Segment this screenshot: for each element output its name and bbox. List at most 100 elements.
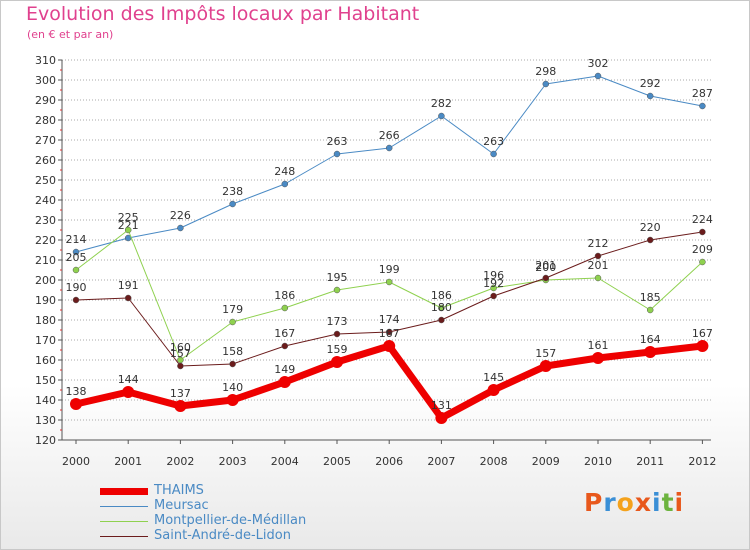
data-label-montpellier-de-m-dillan: 196 bbox=[483, 269, 504, 282]
logo-letter: o bbox=[616, 488, 635, 517]
data-point-saint-andr-de-lidon bbox=[124, 294, 132, 302]
data-point-thaims bbox=[592, 352, 604, 364]
data-point-meursac bbox=[72, 248, 80, 256]
data-label-saint-andr-de-lidon: 173 bbox=[327, 315, 348, 328]
legend-swatch-meursac bbox=[100, 506, 148, 507]
data-label-montpellier-de-m-dillan: 195 bbox=[327, 271, 348, 284]
x-tick-label: 2000 bbox=[62, 455, 90, 468]
x-tick-label: 2002 bbox=[166, 455, 194, 468]
line-chart: 120 130 140 150 160 170 180 190 200 210 220 230 240 2… bbox=[35, 54, 716, 468]
data-point-meursac bbox=[699, 102, 706, 110]
chart-subtitle: (en € et par an) bbox=[27, 28, 114, 41]
y-tick-label: 190 bbox=[35, 294, 56, 307]
data-point-montpellier-de-m-dillan bbox=[646, 306, 654, 314]
data-point-thaims bbox=[226, 394, 239, 406]
data-point-saint-andr-de-lidon bbox=[646, 236, 654, 244]
legend-label-thaims: THAIMS bbox=[154, 483, 204, 498]
x-tick-label: 2010 bbox=[584, 455, 612, 468]
x-tick-label: 2001 bbox=[114, 455, 142, 468]
data-label-thaims: 144 bbox=[118, 373, 139, 386]
data-label-saint-andr-de-lidon: 190 bbox=[66, 281, 87, 294]
data-label-meursac: 221 bbox=[118, 219, 139, 232]
legend-label-saint-andre: Saint-André-de-Lidon bbox=[154, 528, 291, 543]
data-label-meursac: 238 bbox=[222, 185, 243, 198]
legend-item-montpellier: Montpellier-de-Médillan bbox=[100, 513, 360, 529]
data-point-montpellier-de-m-dillan bbox=[438, 304, 445, 312]
data-label-thaims: 140 bbox=[222, 381, 243, 394]
data-label-montpellier-de-m-dillan: 179 bbox=[222, 303, 243, 316]
y-tick-label: 230 bbox=[35, 214, 56, 227]
data-point-montpellier-de-m-dillan bbox=[124, 226, 132, 234]
y-tick-label: 170 bbox=[35, 334, 56, 347]
data-point-saint-andr-de-lidon bbox=[438, 316, 445, 324]
data-label-saint-andr-de-lidon: 174 bbox=[379, 313, 400, 326]
legend-item-saint-andre: Saint-André-de-Lidon bbox=[100, 528, 360, 544]
data-label-montpellier-de-m-dillan: 160 bbox=[170, 341, 191, 354]
data-point-saint-andr-de-lidon bbox=[594, 252, 602, 260]
data-label-thaims: 167 bbox=[379, 327, 400, 340]
series-line-meursac bbox=[75, 75, 703, 253]
data-label-meursac: 248 bbox=[274, 165, 295, 178]
data-label-meursac: 298 bbox=[535, 65, 556, 78]
data-point-saint-andr-de-lidon bbox=[333, 330, 341, 338]
data-label-thaims: 137 bbox=[170, 387, 191, 400]
legend-label-montpellier: Montpellier-de-Médillan bbox=[154, 513, 307, 528]
data-label-montpellier-de-m-dillan: 205 bbox=[66, 251, 87, 264]
data-label-montpellier-de-m-dillan: 185 bbox=[640, 291, 661, 304]
data-point-saint-andr-de-lidon bbox=[490, 292, 497, 300]
data-point-meursac bbox=[594, 72, 602, 80]
logo-letter: t bbox=[661, 488, 675, 517]
data-label-thaims: 145 bbox=[483, 371, 504, 384]
y-tick-label: 240 bbox=[35, 194, 56, 207]
data-label-meursac: 214 bbox=[66, 233, 87, 246]
logo-letter: i bbox=[652, 488, 662, 517]
data-label-montpellier-de-m-dillan: 186 bbox=[431, 289, 452, 302]
y-tick-label: 160 bbox=[35, 354, 56, 367]
data-label-saint-andr-de-lidon: 180 bbox=[431, 301, 452, 314]
y-tick-label: 290 bbox=[35, 94, 56, 107]
data-label-montpellier-de-m-dillan: 209 bbox=[692, 243, 713, 256]
data-point-meursac bbox=[177, 224, 184, 232]
y-tick-label: 220 bbox=[35, 234, 56, 247]
data-point-thaims bbox=[539, 360, 552, 372]
y-tick-label: 270 bbox=[35, 134, 56, 147]
data-label-saint-andr-de-lidon: 191 bbox=[118, 279, 139, 292]
data-point-montpellier-de-m-dillan bbox=[333, 286, 341, 294]
x-tick-label: 2008 bbox=[480, 455, 508, 468]
data-point-montpellier-de-m-dillan bbox=[281, 304, 289, 312]
data-point-saint-andr-de-lidon bbox=[385, 328, 393, 336]
data-label-thaims: 149 bbox=[274, 363, 295, 376]
y-tick-label: 250 bbox=[35, 174, 56, 187]
x-tick-label: 2004 bbox=[271, 455, 299, 468]
x-tick-label: 2006 bbox=[375, 455, 403, 468]
data-label-saint-andr-de-lidon: 167 bbox=[274, 327, 295, 340]
data-label-thaims: 164 bbox=[640, 333, 661, 346]
data-point-montpellier-de-m-dillan bbox=[229, 318, 236, 326]
data-point-montpellier-de-m-dillan bbox=[699, 258, 706, 266]
data-point-meursac bbox=[229, 200, 236, 208]
data-label-montpellier-de-m-dillan: 201 bbox=[588, 259, 609, 272]
data-label-meursac: 263 bbox=[327, 135, 348, 148]
x-tick-label: 2005 bbox=[323, 455, 351, 468]
data-label-montpellier-de-m-dillan: 225 bbox=[118, 211, 139, 224]
data-point-saint-andr-de-lidon bbox=[542, 274, 550, 282]
logo-letter: r bbox=[603, 488, 617, 517]
data-point-meursac bbox=[490, 150, 497, 158]
y-tick-label: 300 bbox=[35, 74, 56, 87]
data-label-montpellier-de-m-dillan: 186 bbox=[274, 289, 295, 302]
data-point-meursac bbox=[281, 180, 289, 188]
data-point-montpellier-de-m-dillan bbox=[385, 278, 393, 286]
proxiti-logo: Proxiti bbox=[584, 488, 684, 517]
y-tick-label: 130 bbox=[35, 414, 56, 427]
data-label-saint-andr-de-lidon: 212 bbox=[588, 237, 609, 250]
legend-swatch-saint-andre bbox=[100, 536, 148, 537]
data-label-meursac: 226 bbox=[170, 209, 191, 222]
data-label-saint-andr-de-lidon: 201 bbox=[535, 259, 556, 272]
y-tick-label: 180 bbox=[35, 314, 56, 327]
legend-swatch-montpellier bbox=[100, 521, 148, 522]
data-point-thaims bbox=[696, 340, 709, 352]
data-label-thaims: 161 bbox=[588, 339, 609, 352]
x-tick-label: 2009 bbox=[532, 455, 560, 468]
data-point-thaims bbox=[122, 386, 135, 398]
data-point-thaims bbox=[174, 400, 187, 412]
